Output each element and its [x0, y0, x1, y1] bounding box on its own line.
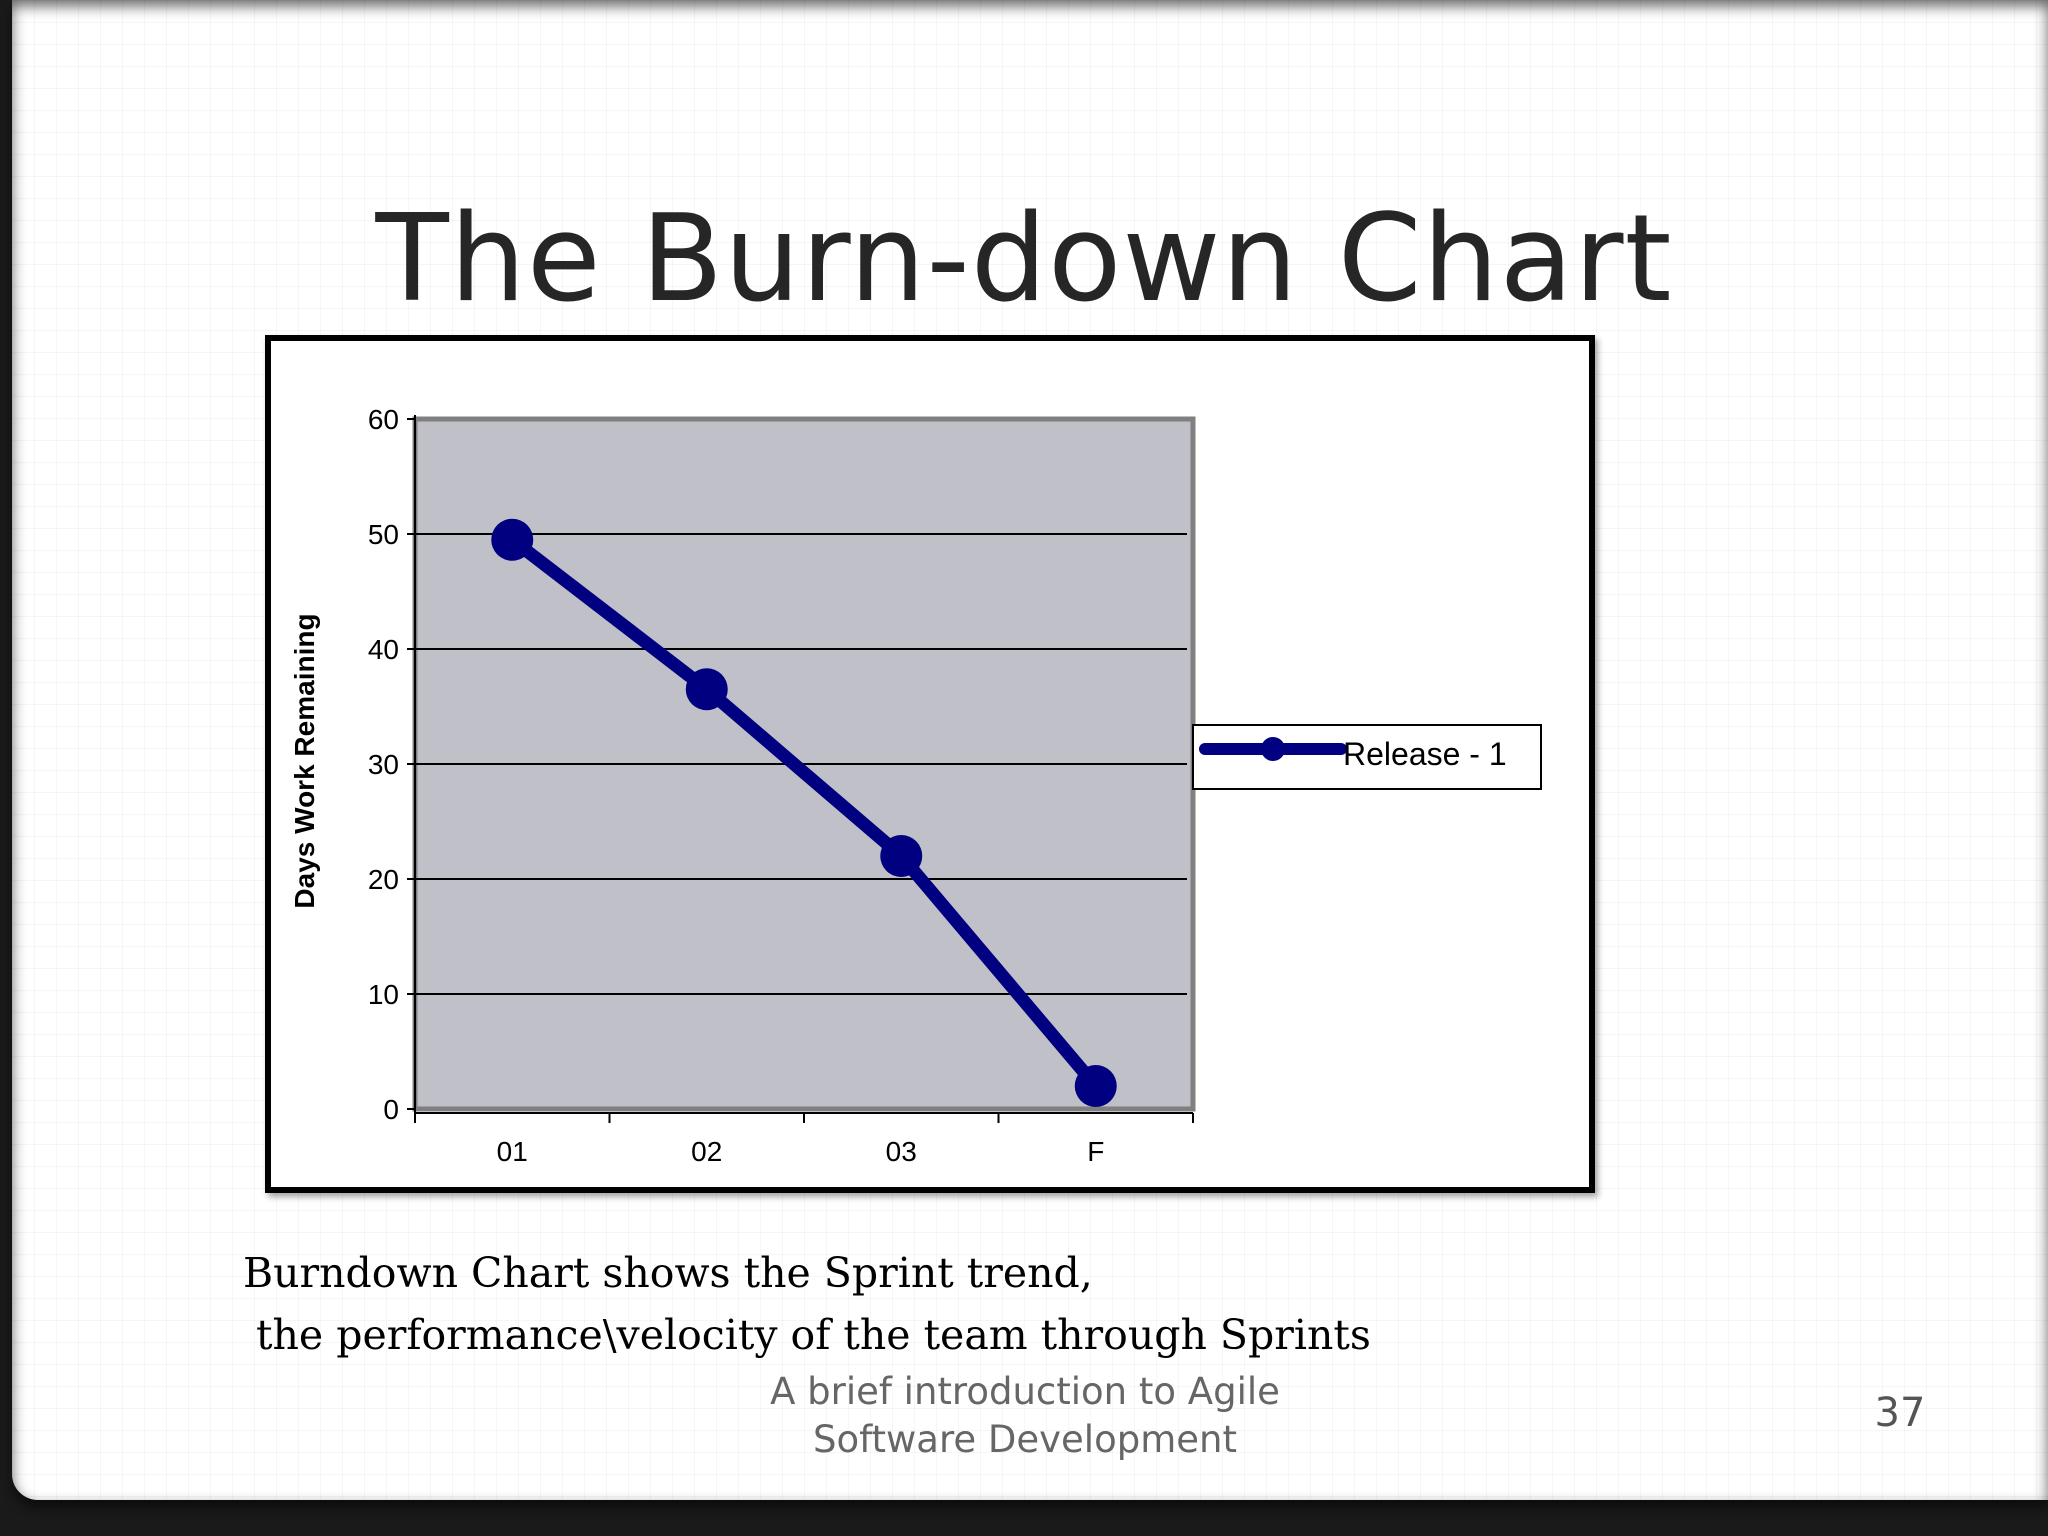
chart-frame: 0 10 20 30 40 50 60 01 02 03 F Days Work Remainin… [265, 335, 1595, 1193]
y-tick-label: 20 [368, 864, 399, 895]
y-tick-label: 30 [368, 749, 399, 780]
burndown-chart: 0 10 20 30 40 50 60 01 02 03 F Days Work Remainin… [289, 404, 1542, 1167]
page-number: 37 [1874, 1390, 1926, 1436]
footer-line-1: A brief introduction to Agile [770, 1370, 1280, 1413]
slide-title: The Burn-down Chart [375, 190, 1673, 329]
legend-marker [1261, 737, 1285, 761]
legend-box [1192, 724, 1542, 790]
data-point [1074, 1065, 1117, 1107]
y-tick-label: 10 [368, 979, 399, 1010]
y-tick-label: 0 [383, 1094, 399, 1125]
data-point [685, 668, 728, 711]
caption-line-2: the performance\velocity of the team thr… [243, 1311, 1371, 1359]
footer: A brief introduction to Agile Software D… [620, 1368, 1430, 1464]
series-release-1 [491, 518, 1117, 1107]
x-tick-labels: 01 02 03 F [497, 1136, 1105, 1167]
y-axis-label: Days Work Remaining [289, 613, 320, 908]
data-point [491, 518, 534, 561]
y-tick-label: 60 [368, 404, 399, 435]
y-tick-label: 40 [368, 634, 399, 665]
data-point [880, 835, 923, 877]
legend: Release - 1 [1192, 724, 1542, 790]
legend-label: Release - 1 [1343, 736, 1507, 772]
x-tick-label: F [1087, 1136, 1104, 1167]
caption: Burndown Chart shows the Sprint trend, t… [243, 1242, 1371, 1366]
footer-line-2: Software Development [813, 1418, 1237, 1461]
y-tick-label: 50 [368, 519, 399, 550]
axes [407, 415, 1194, 1123]
series-line [505, 533, 1103, 1093]
caption-line-1: Burndown Chart shows the Sprint trend, [243, 1249, 1093, 1297]
y-tick-labels: 0 10 20 30 40 50 60 [368, 404, 399, 1125]
x-tick-label: 03 [886, 1136, 917, 1167]
x-tick-label: 01 [497, 1136, 528, 1167]
x-tick-label: 02 [691, 1136, 722, 1167]
